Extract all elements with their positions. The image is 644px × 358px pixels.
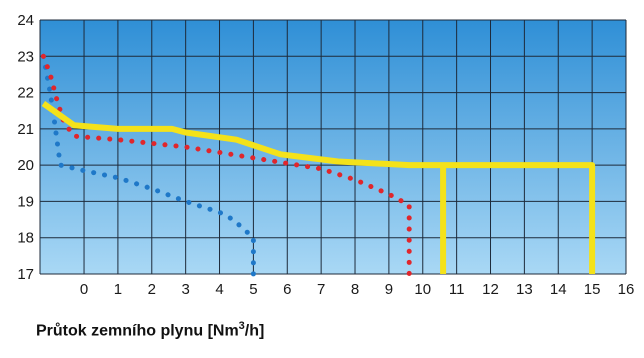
x-tick-label: 2 bbox=[148, 281, 156, 298]
series-0 bbox=[40, 53, 256, 277]
x-tick-label: 16 bbox=[618, 281, 635, 298]
x-tick-label: 10 bbox=[414, 281, 431, 298]
x-tick-label: 3 bbox=[181, 281, 189, 298]
series-2 bbox=[41, 101, 596, 274]
y-tick-label: 24 bbox=[17, 12, 34, 29]
x-axis-label: Průtok zemního plynu [Nm3/h] bbox=[36, 320, 264, 340]
x-tick-label: 4 bbox=[215, 281, 223, 298]
series-0-line bbox=[40, 53, 256, 277]
series-2-segment-0 bbox=[41, 101, 596, 274]
y-tick-label: 23 bbox=[17, 48, 34, 65]
x-tick-label: 8 bbox=[351, 281, 359, 298]
x-tick-label: 1 bbox=[114, 281, 122, 298]
x-tick-label: 0 bbox=[80, 281, 88, 298]
x-tick-label: 12 bbox=[482, 281, 499, 298]
series-layer bbox=[40, 53, 596, 277]
plot-area bbox=[40, 20, 626, 274]
x-axis-label-superscript: 3 bbox=[238, 320, 245, 332]
x-tick-label: 7 bbox=[317, 281, 325, 298]
x-axis-label-tail: /h] bbox=[244, 322, 265, 340]
y-tick-label: 21 bbox=[17, 121, 34, 138]
x-axis-label-text: Průtok zemního plynu [Nm bbox=[36, 322, 239, 340]
y-tick-label: 22 bbox=[17, 85, 34, 102]
x-tick-label: 11 bbox=[449, 281, 465, 298]
y-tick-label: 19 bbox=[17, 193, 34, 210]
x-tick-label: 13 bbox=[516, 281, 533, 298]
series-1 bbox=[40, 53, 412, 277]
grid bbox=[39, 19, 627, 275]
y-tick-label: 18 bbox=[17, 230, 34, 247]
x-tick-label: 14 bbox=[550, 281, 567, 298]
x-tick-label: 6 bbox=[283, 281, 291, 298]
x-tick-label: 5 bbox=[249, 281, 257, 298]
y-tick-label: 20 bbox=[17, 157, 34, 174]
y-tick-label: 17 bbox=[17, 266, 34, 283]
series-1-line bbox=[40, 53, 412, 277]
x-tick-label: 9 bbox=[385, 281, 393, 298]
x-tick-label: 15 bbox=[584, 281, 601, 298]
